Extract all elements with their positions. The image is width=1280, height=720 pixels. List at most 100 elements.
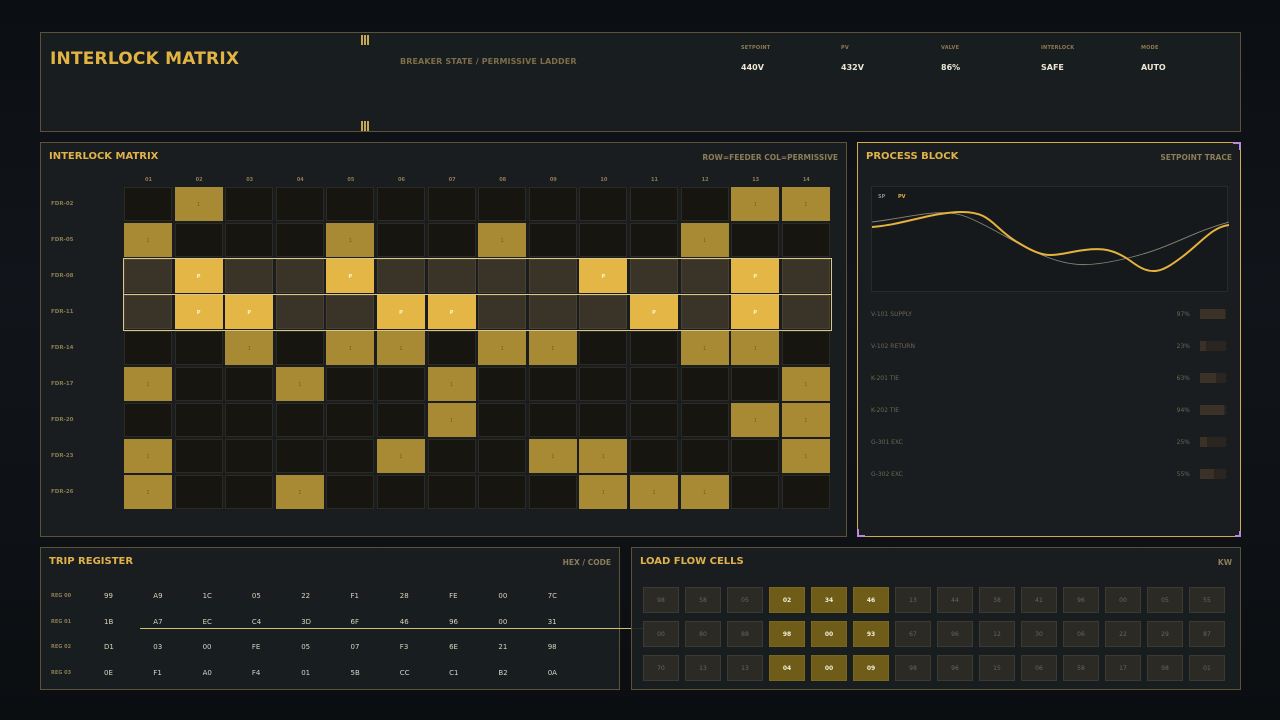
load-flow-cell[interactable]: 12	[979, 621, 1015, 647]
matrix-cell[interactable]: 1	[427, 403, 476, 437]
load-flow-cell[interactable]: 55	[1189, 587, 1225, 613]
matrix-cell[interactable]: 1	[326, 331, 375, 365]
matrix-cell[interactable]	[680, 259, 729, 293]
matrix-cell[interactable]	[630, 367, 678, 401]
load-flow-cell[interactable]: 38	[979, 587, 1015, 613]
matrix-cell[interactable]	[427, 439, 476, 473]
matrix-cell[interactable]	[326, 475, 375, 509]
matrix-cell[interactable]: 1	[680, 475, 729, 509]
matrix-cell[interactable]: P	[731, 295, 780, 329]
matrix-cell[interactable]	[528, 367, 577, 401]
matrix-cell[interactable]	[377, 223, 425, 257]
matrix-cell[interactable]	[528, 403, 577, 437]
matrix-cell[interactable]	[326, 403, 375, 437]
load-flow-cell[interactable]: 93	[853, 621, 889, 647]
matrix-cell[interactable]: 1	[124, 439, 172, 473]
load-flow-cell[interactable]: 87	[1189, 621, 1225, 647]
matrix-cell[interactable]: 1	[528, 331, 577, 365]
matrix-cell[interactable]	[579, 295, 628, 329]
matrix-cell[interactable]	[528, 187, 577, 221]
matrix-cell[interactable]: P	[326, 259, 375, 293]
matrix-cell[interactable]	[579, 367, 628, 401]
matrix-cell[interactable]	[124, 295, 172, 329]
matrix-cell[interactable]	[275, 223, 324, 257]
load-flow-cell[interactable]: 06	[1021, 655, 1057, 681]
matrix-cell[interactable]: 1	[275, 475, 324, 509]
matrix-cell[interactable]: P	[630, 295, 678, 329]
load-flow-cell[interactable]: 06	[1063, 621, 1099, 647]
matrix-cell[interactable]	[427, 331, 476, 365]
matrix-cell[interactable]	[326, 187, 375, 221]
matrix-cell[interactable]	[478, 187, 527, 221]
matrix-cell[interactable]	[630, 331, 678, 365]
matrix-cell[interactable]	[174, 223, 223, 257]
load-flow-cell[interactable]: 00	[811, 621, 847, 647]
matrix-cell[interactable]	[731, 475, 780, 509]
matrix-cell[interactable]	[326, 367, 375, 401]
load-flow-cell[interactable]: 67	[895, 621, 931, 647]
matrix-cell[interactable]	[680, 367, 729, 401]
matrix-cell[interactable]: 1	[528, 439, 577, 473]
matrix-cell[interactable]	[731, 439, 780, 473]
load-flow-cell[interactable]: 13	[727, 655, 763, 681]
load-flow-cell[interactable]: 13	[685, 655, 721, 681]
load-flow-cell[interactable]: 15	[979, 655, 1015, 681]
matrix-cell[interactable]: 1	[377, 439, 425, 473]
matrix-cell[interactable]: 1	[377, 331, 425, 365]
load-flow-cell[interactable]: 09	[853, 655, 889, 681]
matrix-cell[interactable]	[528, 475, 577, 509]
matrix-cell[interactable]: P	[731, 259, 780, 293]
matrix-cell[interactable]: 1	[124, 223, 172, 257]
matrix-cell[interactable]: 1	[781, 439, 830, 473]
matrix-cell[interactable]: 1	[478, 223, 527, 257]
matrix-cell[interactable]	[275, 187, 324, 221]
matrix-cell[interactable]: 1	[731, 331, 780, 365]
matrix-cell[interactable]: 1	[427, 367, 476, 401]
matrix-cell[interactable]	[680, 439, 729, 473]
matrix-cell[interactable]: 1	[124, 475, 172, 509]
matrix-cell[interactable]	[377, 403, 425, 437]
matrix-cell[interactable]	[174, 439, 223, 473]
matrix-cell[interactable]	[124, 331, 172, 365]
matrix-cell[interactable]	[579, 187, 628, 221]
matrix-cell[interactable]	[174, 403, 223, 437]
load-flow-cell[interactable]: 00	[1105, 587, 1141, 613]
load-flow-cell[interactable]: 34	[811, 587, 847, 613]
load-flow-cell[interactable]: 00	[811, 655, 847, 681]
matrix-cell[interactable]	[478, 439, 527, 473]
matrix-cell[interactable]	[630, 187, 678, 221]
matrix-cell[interactable]: 1	[326, 223, 375, 257]
matrix-cell[interactable]	[275, 331, 324, 365]
matrix-cell[interactable]	[377, 259, 425, 293]
load-flow-cell[interactable]: 04	[769, 655, 805, 681]
matrix-cell[interactable]	[731, 223, 780, 257]
matrix-cell[interactable]	[680, 295, 729, 329]
load-flow-cell[interactable]: 29	[1147, 621, 1183, 647]
load-flow-cell[interactable]: 02	[769, 587, 805, 613]
matrix-cell[interactable]: 1	[124, 367, 172, 401]
matrix-cell[interactable]: 1	[781, 187, 830, 221]
matrix-cell[interactable]	[478, 259, 527, 293]
matrix-cell[interactable]	[680, 403, 729, 437]
matrix-cell[interactable]	[579, 403, 628, 437]
matrix-cell[interactable]	[630, 223, 678, 257]
matrix-cell[interactable]	[781, 259, 830, 293]
load-flow-cell[interactable]: 80	[685, 621, 721, 647]
load-flow-cell[interactable]: 58	[1063, 655, 1099, 681]
load-flow-cell[interactable]: 46	[853, 587, 889, 613]
matrix-cell[interactable]: 1	[731, 187, 780, 221]
matrix-cell[interactable]: 1	[579, 439, 628, 473]
matrix-cell[interactable]	[225, 367, 274, 401]
matrix-cell[interactable]	[680, 187, 729, 221]
matrix-cell[interactable]	[781, 475, 830, 509]
matrix-cell[interactable]	[124, 403, 172, 437]
matrix-cell[interactable]	[478, 367, 527, 401]
matrix-cell[interactable]	[528, 259, 577, 293]
matrix-cell[interactable]: 1	[680, 223, 729, 257]
matrix-cell[interactable]	[124, 259, 172, 293]
matrix-cell[interactable]: 1	[174, 187, 223, 221]
matrix-cell[interactable]: 1	[275, 367, 324, 401]
matrix-cell[interactable]	[630, 403, 678, 437]
matrix-cell[interactable]	[377, 367, 425, 401]
matrix-cell[interactable]: P	[174, 259, 223, 293]
